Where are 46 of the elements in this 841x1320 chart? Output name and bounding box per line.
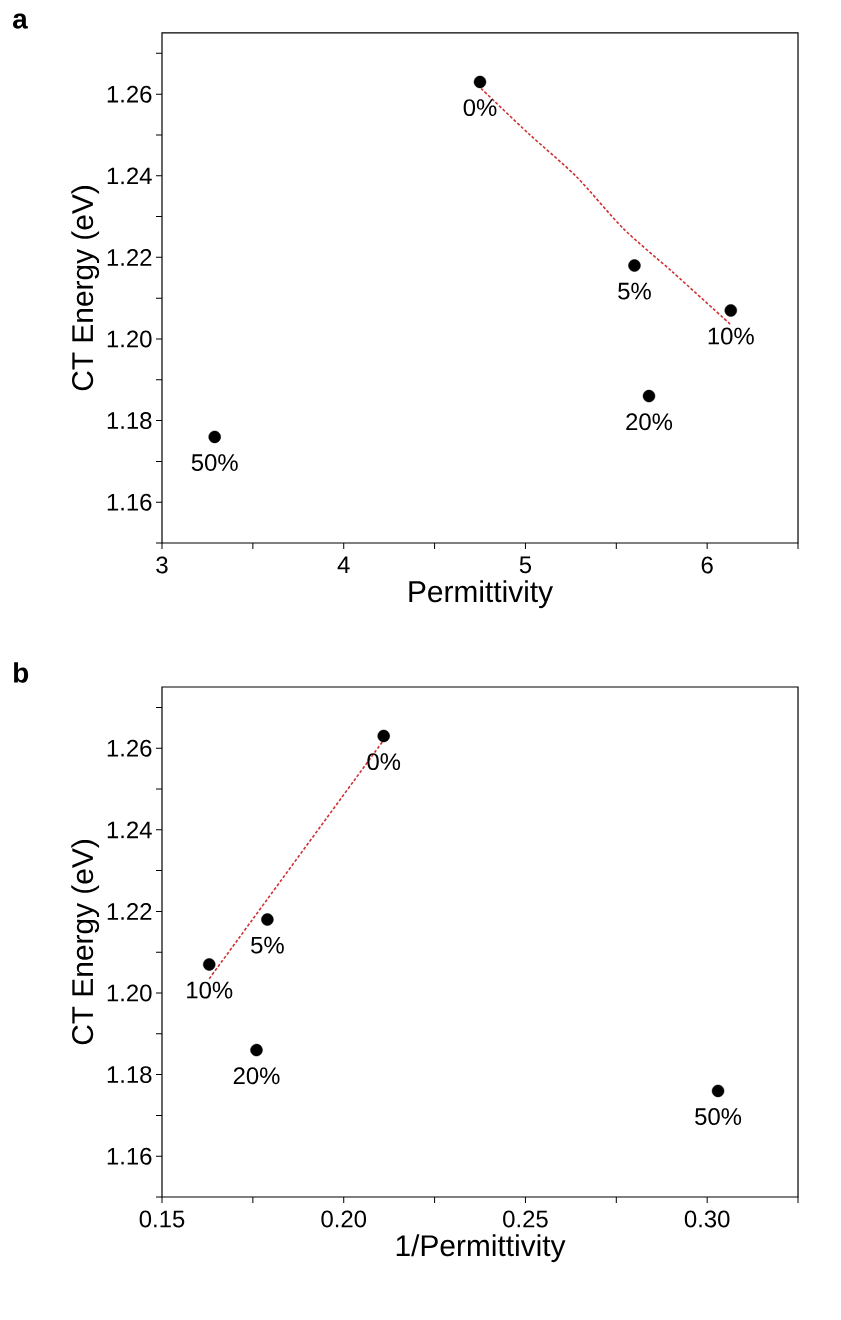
x-tick-label: 3: [156, 556, 168, 574]
point: [377, 729, 390, 743]
y-tick-label: 1.22: [107, 249, 152, 266]
point: [628, 259, 641, 272]
y-tick-label: 1.26: [107, 739, 152, 757]
y-tick-label: 1.26: [107, 85, 152, 103]
x-axis-title: Permittivity: [409, 580, 554, 609]
point: [250, 1043, 263, 1057]
x-tick-label: 5: [519, 556, 532, 574]
annotation: 5%: [251, 936, 284, 954]
chart-title: a: [13, 13, 28, 29]
x-tick-label: 0.25: [503, 1210, 548, 1228]
y-tick-label: 1.16: [107, 493, 152, 511]
annotation: 5%: [618, 282, 651, 300]
x-tick-label: 0.15: [139, 1210, 185, 1228]
y-tick-label: 1.22: [107, 903, 152, 920]
y-tick-label: 1.18: [107, 412, 152, 430]
y-tick-label: 1.24: [107, 821, 152, 839]
annotation: 0%: [463, 99, 497, 117]
y-tick-label: 1.20: [107, 330, 152, 348]
annotation: 10%: [187, 981, 233, 999]
chart-title: b: [14, 662, 29, 683]
y-tick-label: 1.24: [107, 167, 152, 185]
y-tick-label: 1.18: [107, 1066, 152, 1084]
x-tick-label: 6: [701, 556, 713, 574]
annotation: 20%: [233, 1067, 280, 1085]
annotation: 50%: [695, 1108, 742, 1126]
annotation: 50%: [191, 454, 238, 472]
point: [724, 304, 737, 317]
point: [711, 1084, 725, 1098]
y-tick-label: 1.16: [107, 1147, 152, 1165]
x-tick-label: 0.30: [684, 1210, 730, 1228]
point: [208, 430, 221, 444]
annotation: 0%: [367, 753, 401, 771]
x-tick-label: 4: [337, 556, 350, 573]
y-axis-title: CT Energy (eV): [71, 840, 100, 1045]
y-axis-title: CT Energy (eV): [71, 186, 100, 391]
point: [473, 75, 487, 89]
annotation: 20%: [626, 413, 673, 431]
annotation: 10%: [708, 327, 754, 345]
x-tick-label: 0.20: [321, 1210, 367, 1228]
y-tick-label: 1.20: [107, 984, 152, 1002]
point: [642, 389, 656, 403]
x-axis-title: 1/Permittivity: [396, 1234, 566, 1263]
point: [203, 958, 216, 971]
point: [261, 913, 274, 926]
